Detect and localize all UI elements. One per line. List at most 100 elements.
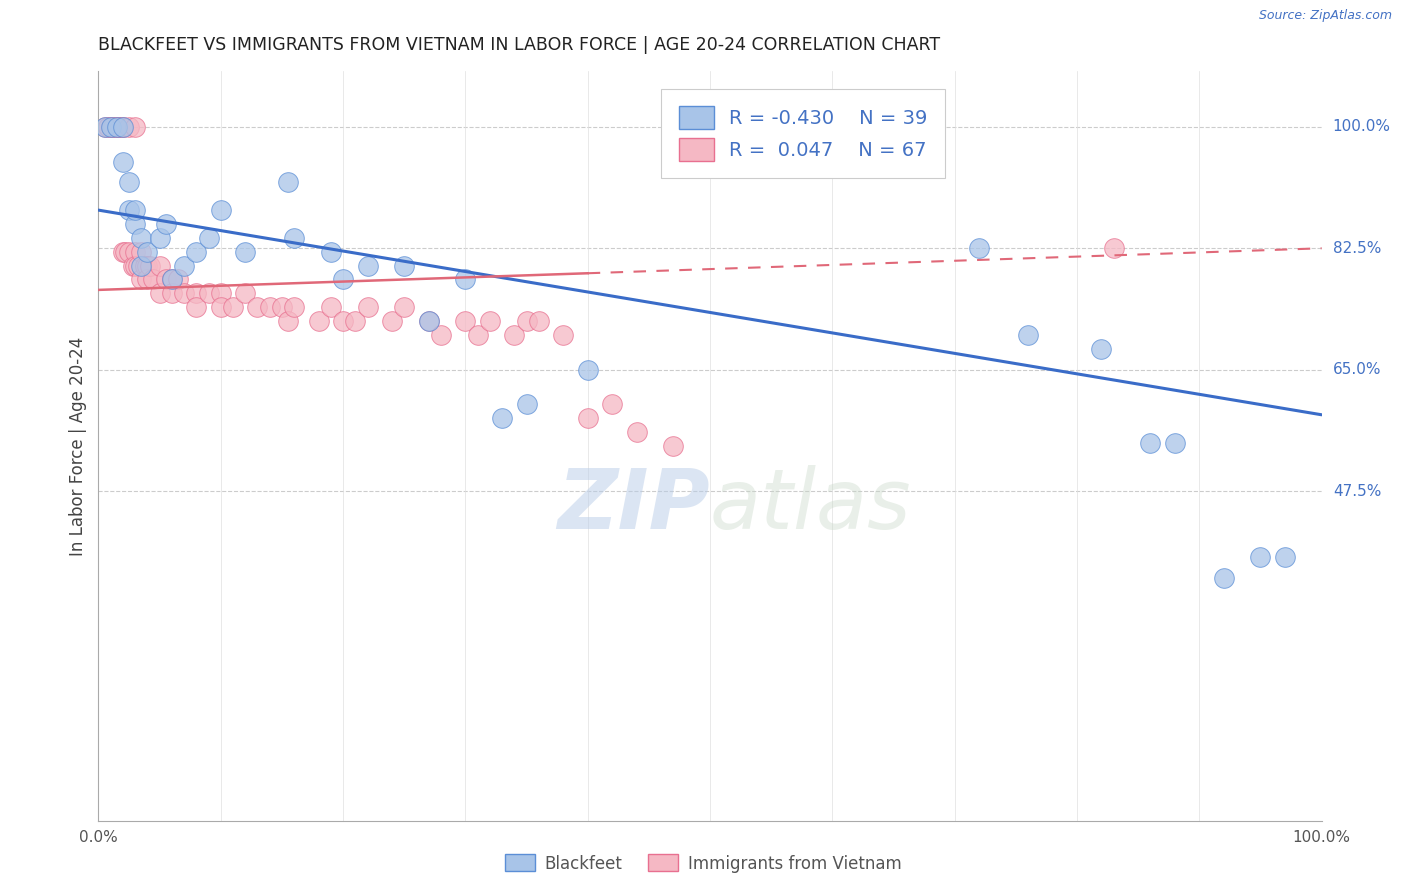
Point	[118, 175, 141, 189]
Point	[418, 314, 440, 328]
Point	[173, 286, 195, 301]
Point	[1090, 342, 1112, 356]
Point	[100, 120, 122, 134]
Point	[283, 300, 305, 314]
Point	[1164, 435, 1187, 450]
Point	[111, 244, 134, 259]
Point	[515, 314, 537, 328]
Point	[105, 120, 128, 134]
Point	[118, 244, 141, 259]
Point	[139, 259, 162, 273]
Point	[277, 175, 299, 189]
Point	[127, 259, 149, 273]
Point	[1274, 549, 1296, 564]
Point	[332, 314, 354, 328]
Point	[136, 259, 159, 273]
Point	[134, 259, 156, 273]
Point	[118, 203, 141, 218]
Point	[149, 231, 172, 245]
Point	[503, 328, 526, 343]
Point	[111, 120, 134, 134]
Point	[124, 120, 146, 134]
Point	[160, 272, 183, 286]
Point	[118, 120, 141, 134]
Point	[392, 259, 416, 273]
Point	[173, 259, 195, 273]
Point	[100, 120, 122, 134]
Point	[111, 120, 134, 134]
Point	[149, 286, 172, 301]
Point	[626, 425, 648, 439]
Point	[356, 300, 378, 314]
Point	[277, 314, 299, 328]
Point	[308, 314, 330, 328]
Point	[1017, 328, 1039, 343]
Point	[129, 231, 152, 245]
Point	[142, 272, 165, 286]
Point	[418, 314, 440, 328]
Point	[478, 314, 501, 328]
Text: 82.5%: 82.5%	[1333, 241, 1381, 256]
Point	[114, 244, 136, 259]
Point	[186, 244, 208, 259]
Point	[491, 411, 513, 425]
Point	[222, 300, 245, 314]
Point	[259, 300, 281, 314]
Point	[97, 120, 120, 134]
Point	[454, 314, 477, 328]
Point	[105, 120, 128, 134]
Point	[319, 244, 342, 259]
Point	[1139, 435, 1161, 450]
Text: 100.0%: 100.0%	[1333, 120, 1391, 135]
Point	[576, 362, 599, 376]
Point	[1249, 549, 1271, 564]
Point	[197, 286, 219, 301]
Point	[576, 411, 599, 425]
Text: Source: ZipAtlas.com: Source: ZipAtlas.com	[1258, 9, 1392, 22]
Point	[527, 314, 550, 328]
Y-axis label: In Labor Force | Age 20-24: In Labor Force | Age 20-24	[69, 336, 87, 556]
Text: 47.5%: 47.5%	[1333, 483, 1381, 499]
Point	[246, 300, 269, 314]
Point	[101, 120, 124, 134]
Text: atlas: atlas	[710, 466, 911, 547]
Point	[662, 439, 685, 453]
Point	[967, 241, 990, 255]
Point	[332, 272, 354, 286]
Point	[111, 120, 134, 134]
Point	[209, 300, 232, 314]
Point	[233, 286, 256, 301]
Point	[155, 272, 177, 286]
Point	[1212, 571, 1234, 585]
Point	[344, 314, 367, 328]
Point	[467, 328, 489, 343]
Point	[600, 397, 623, 411]
Point	[454, 272, 477, 286]
Point	[155, 217, 177, 231]
Point	[124, 244, 146, 259]
Point	[121, 259, 143, 273]
Point	[136, 272, 159, 286]
Point	[392, 300, 416, 314]
Point	[124, 203, 146, 218]
Point	[136, 244, 159, 259]
Point	[129, 244, 152, 259]
Text: BLACKFEET VS IMMIGRANTS FROM VIETNAM IN LABOR FORCE | AGE 20-24 CORRELATION CHAR: BLACKFEET VS IMMIGRANTS FROM VIETNAM IN …	[98, 36, 941, 54]
Point	[160, 286, 183, 301]
Point	[356, 259, 378, 273]
Point	[93, 120, 115, 134]
Point	[105, 120, 128, 134]
Point	[381, 314, 404, 328]
Legend: Blackfeet, Immigrants from Vietnam: Blackfeet, Immigrants from Vietnam	[498, 847, 908, 880]
Point	[100, 120, 122, 134]
Point	[124, 259, 146, 273]
Point	[209, 286, 232, 301]
Point	[111, 154, 134, 169]
Point	[110, 120, 132, 134]
Point	[283, 231, 305, 245]
Legend: R = -0.430    N = 39, R =  0.047    N = 67: R = -0.430 N = 39, R = 0.047 N = 67	[661, 88, 945, 178]
Point	[197, 231, 219, 245]
Text: ZIP: ZIP	[557, 466, 710, 547]
Point	[93, 120, 115, 134]
Text: 65.0%: 65.0%	[1333, 362, 1381, 377]
